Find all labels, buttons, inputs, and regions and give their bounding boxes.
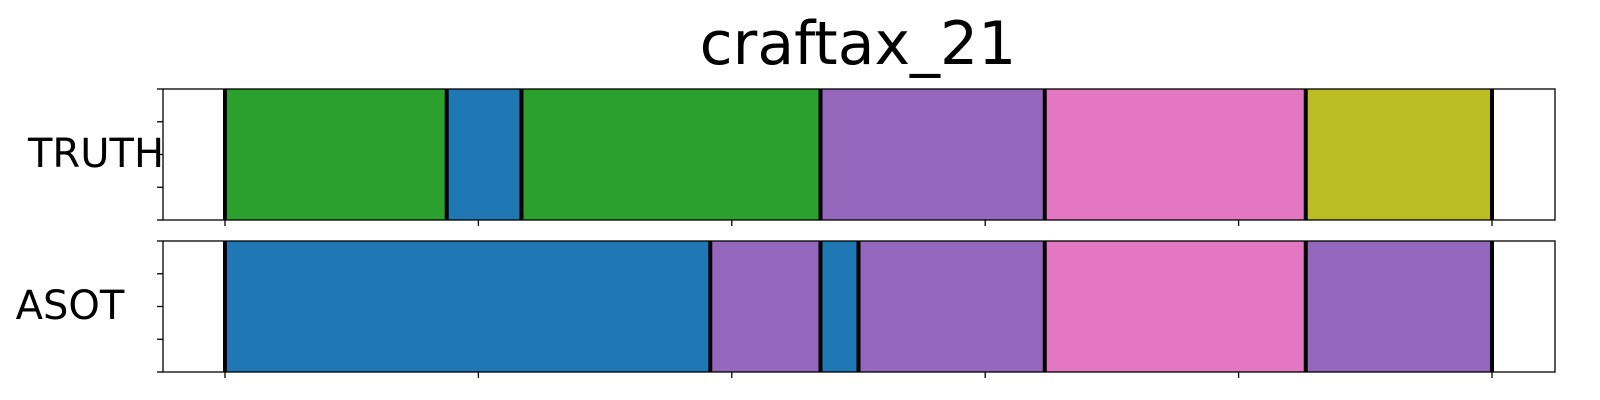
segment-6 [1305, 89, 1492, 220]
segment-1 [225, 241, 711, 372]
segment-1 [225, 89, 447, 220]
timeline-rows: TRUTH ASOT [16, 88, 1556, 378]
segment-3 [820, 241, 859, 372]
segment-4 [858, 241, 1045, 372]
row-asot: ASOT [16, 240, 1556, 378]
chart-title: craftax_21 [700, 9, 1017, 79]
segment-2 [710, 241, 821, 372]
row-label-asot: ASOT [16, 283, 125, 329]
segment-3 [521, 89, 821, 220]
segment-5 [1044, 241, 1306, 372]
row-label-truth: TRUTH [27, 131, 164, 177]
segment-4 [820, 89, 1045, 220]
segment-2 [446, 89, 522, 220]
segment-6 [1305, 241, 1492, 372]
segment-5 [1044, 89, 1306, 220]
row-truth: TRUTH [27, 88, 1556, 226]
